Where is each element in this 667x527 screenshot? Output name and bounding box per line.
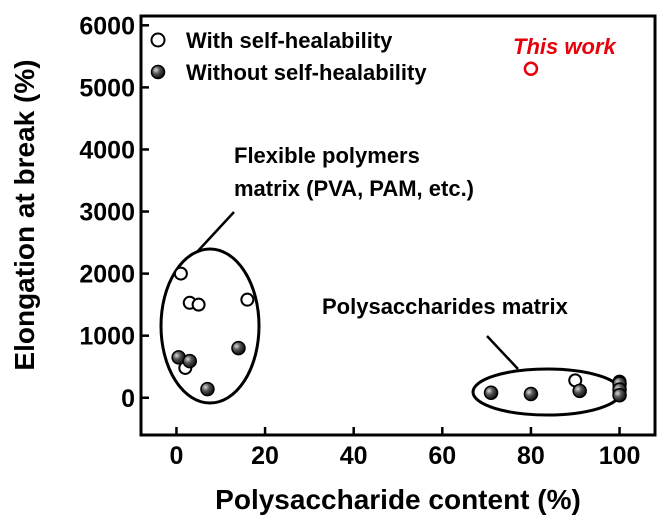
y-tick-label: 3000 xyxy=(79,199,135,227)
legend-marker-with-self-healability xyxy=(150,32,166,48)
data-point-without-self-healability xyxy=(523,386,539,402)
data-point-without-self-healability xyxy=(182,353,197,369)
data-point-with-self-healability xyxy=(173,266,188,281)
data-point-this-work xyxy=(523,61,539,77)
data-point-with-self-healability xyxy=(191,297,206,312)
data-point-without-self-healability xyxy=(483,385,499,401)
x-axis-title: Polysaccharide content (%) xyxy=(215,484,581,515)
annotation-flexible-line1: Flexible polymers xyxy=(234,143,420,168)
x-tick-label: 100 xyxy=(599,442,641,470)
data-points xyxy=(171,61,627,403)
plot-area-frame xyxy=(139,14,657,437)
legend-label-without-self-healability: Without self-healability xyxy=(186,60,427,85)
data-point-without-self-healability xyxy=(612,388,627,403)
y-tick-label: 4000 xyxy=(79,136,135,164)
legend-label-with-self-healability: With self-healability xyxy=(186,28,393,53)
data-point-with-self-healability xyxy=(240,292,255,307)
y-axis: 0 1000 2000 3000 4000 5000 6000 xyxy=(79,12,149,413)
data-point-without-self-healability xyxy=(200,381,215,397)
y-tick-label: 6000 xyxy=(79,12,135,40)
y-tick-label: 1000 xyxy=(79,323,135,351)
y-axis-title: Elongation at break (%) xyxy=(9,59,40,370)
annotation-leader-polysaccharides xyxy=(486,335,519,370)
x-tick-label: 40 xyxy=(340,442,368,470)
data-point-without-self-healability xyxy=(572,383,587,399)
annotation-this-work: This work xyxy=(513,34,617,59)
data-point-without-self-healability xyxy=(231,340,246,356)
legend-marker-without-self-healability xyxy=(150,64,166,80)
x-tick-label: 60 xyxy=(428,442,456,470)
annotation-polysaccharides: Polysaccharides matrix xyxy=(322,294,569,319)
annotation-leader-flexible xyxy=(196,211,235,253)
ellipse-low-polysaccharide xyxy=(159,247,261,405)
x-tick-label: 0 xyxy=(169,442,183,470)
y-tick-label: 5000 xyxy=(79,74,135,102)
annotation-flexible-line2: matrix (PVA, PAM, etc.) xyxy=(234,176,474,201)
x-tick-label: 20 xyxy=(251,442,279,470)
x-tick-label: 80 xyxy=(517,442,545,470)
x-axis: 0 20 40 60 80 100 xyxy=(169,427,640,470)
y-tick-label: 2000 xyxy=(79,261,135,289)
y-tick-label: 0 xyxy=(121,385,135,413)
